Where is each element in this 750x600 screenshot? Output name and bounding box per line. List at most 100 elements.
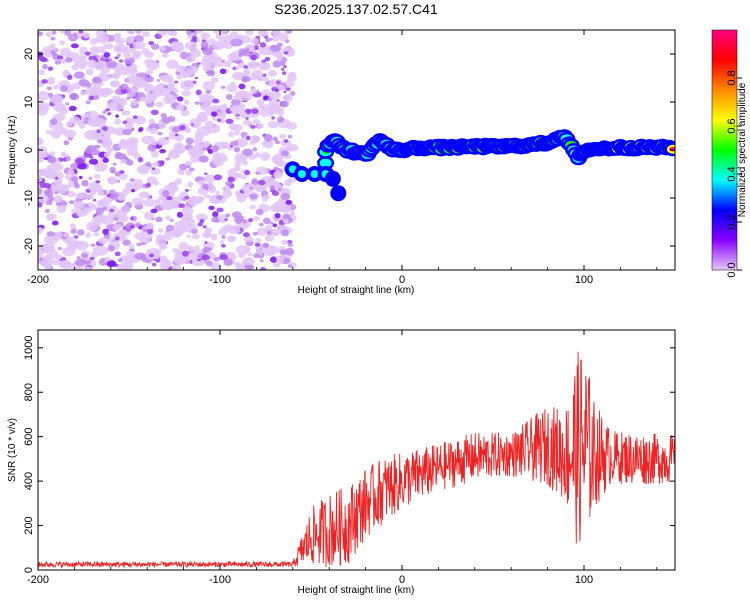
noise-blob (134, 252, 146, 260)
noise-blob (268, 90, 282, 100)
noise-blob (249, 193, 258, 200)
noise-blob (242, 148, 253, 157)
noise-blob (145, 161, 152, 167)
noise-blob (204, 227, 213, 234)
noise-blob (130, 86, 139, 93)
noise-blob (183, 206, 191, 211)
noise-blob (46, 163, 60, 173)
noise-blob (167, 116, 176, 122)
noise-blob (247, 264, 255, 270)
noise-blob (106, 60, 118, 69)
noise-blob (165, 136, 169, 140)
noise-blob (185, 137, 194, 145)
noise-blob (169, 91, 175, 95)
noise-blob (254, 152, 261, 158)
noise-blob (112, 223, 122, 231)
track-blob (328, 174, 337, 183)
noise-blob (45, 130, 52, 135)
noise-blob (69, 223, 76, 229)
noise-blob (289, 91, 296, 96)
noise-blob (169, 182, 177, 190)
noise-blob (238, 83, 246, 90)
noise-blob (257, 48, 265, 53)
noise-blob (273, 153, 283, 163)
noise-blob (221, 103, 228, 110)
noise-blob (143, 198, 156, 207)
noise-blob (287, 134, 293, 139)
noise-blob (160, 160, 165, 165)
y-tick-label: 0 (23, 147, 35, 153)
noise-blob (102, 110, 107, 114)
noise-blob (185, 79, 194, 87)
noise-blob (143, 94, 154, 104)
noise-blob (38, 139, 43, 145)
noise-blob (212, 98, 220, 104)
noise-blob (272, 223, 278, 228)
noise-blob (180, 51, 189, 60)
noise-blob (76, 229, 85, 236)
noise-blob (46, 249, 53, 254)
noise-blob (202, 141, 211, 148)
snr-series (38, 351, 675, 569)
noise-blob (256, 227, 268, 237)
noise-blob (100, 66, 111, 74)
noise-blob (79, 90, 87, 96)
noise-blob (170, 40, 184, 51)
noise-blob (274, 88, 280, 93)
noise-blob (183, 127, 192, 133)
noise-blob (188, 246, 201, 255)
spectrogram-x-label: Height of straight line (km) (298, 285, 415, 296)
noise-blob (118, 173, 128, 181)
noise-blob (201, 183, 209, 190)
noise-blob (115, 151, 123, 157)
noise-blob (168, 149, 177, 156)
noise-blob (199, 179, 205, 185)
noise-blob (168, 130, 179, 140)
noise-blob (38, 194, 49, 203)
noise-blob (255, 208, 264, 216)
noise-blob (54, 191, 59, 195)
noise-blob (225, 118, 234, 124)
noise-blob (124, 122, 134, 131)
noise-blob (89, 148, 100, 156)
noise-blob (212, 41, 224, 51)
noise-blob (95, 207, 104, 215)
noise-blob (114, 38, 122, 44)
noise-blob (145, 182, 152, 188)
noise-blob (249, 135, 260, 144)
noise-blob (114, 236, 120, 241)
noise-blob (216, 195, 224, 201)
noise-blob (120, 235, 128, 240)
noise-blob (94, 215, 103, 224)
noise-blob (211, 111, 218, 117)
noise-blob (144, 51, 155, 58)
noise-blob (276, 84, 286, 91)
noise-blob (221, 185, 232, 193)
noise-blob (283, 90, 287, 94)
noise-blob (166, 196, 173, 201)
noise-blob (45, 31, 53, 37)
noise-blob (271, 190, 280, 196)
noise-blob (257, 179, 266, 186)
colorbar-gradient (712, 30, 737, 270)
noise-blob (262, 73, 267, 77)
noise-blob (264, 56, 271, 62)
noise-blob (102, 157, 109, 163)
noise-blob (178, 242, 189, 251)
noise-blob (154, 198, 161, 205)
noise-blob (107, 176, 118, 185)
spectrogram-track (284, 129, 675, 202)
noise-blob (251, 108, 259, 114)
noise-blob (38, 203, 43, 208)
noise-blob (70, 228, 77, 235)
noise-blob (117, 53, 121, 57)
noise-blob (235, 244, 251, 255)
noise-blob (38, 151, 47, 160)
noise-blob (50, 118, 58, 125)
noise-blob (84, 51, 91, 56)
noise-blob (226, 83, 238, 93)
y-tick-label: 10 (23, 96, 35, 108)
noise-blob (50, 184, 57, 189)
noise-blob (181, 206, 194, 216)
